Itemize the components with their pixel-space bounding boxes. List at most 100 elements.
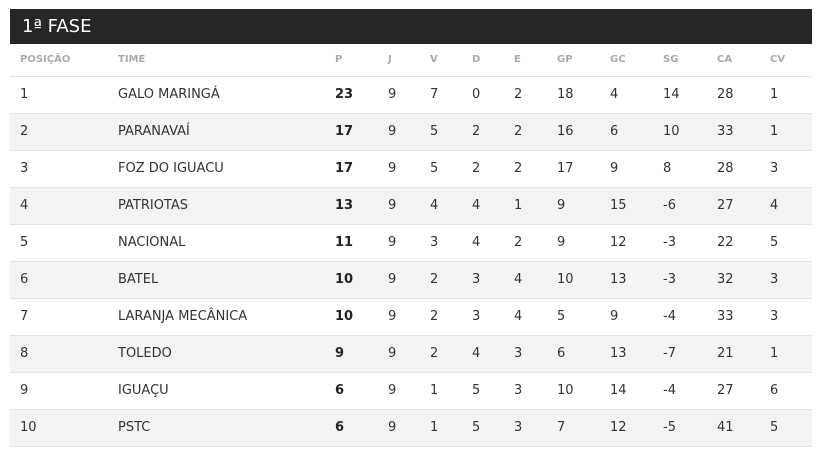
table-cell: -4 [663,383,676,398]
column-header: TIME [118,54,146,65]
table-cell: 5 [770,235,779,250]
table-cell: 11 [335,235,354,250]
table-cell: 1 [430,383,439,398]
table-cell: 12 [610,420,627,435]
table-cell: PARANAVAÍ [118,124,190,139]
table-cell: 2 [514,235,523,250]
table-cell: 10 [663,124,680,139]
table-cell: 4 [472,235,481,250]
table-cell: 4 [514,309,523,324]
table-cell: 3 [514,383,523,398]
table-cell: 5 [430,124,439,139]
table-cell: 6 [557,346,566,361]
table-cell: 3 [770,309,779,324]
table-cell: BATEL [118,272,159,287]
table-cell: 1 [20,87,29,102]
table-cell: NACIONAL [118,235,186,250]
table-cell: 27 [717,198,734,213]
table-cell: 9 [388,198,397,213]
table-cell: 7 [20,309,29,324]
table-cell: 6 [20,272,29,287]
table-cell: IGUAÇU [118,383,169,398]
table-cell: 18 [557,87,574,102]
table-cell: 10 [557,383,574,398]
table-cell: -4 [663,309,676,324]
table-cell: 4 [472,198,481,213]
column-header: V [430,54,438,65]
table-cell: 2 [430,346,439,361]
table-cell: 9 [388,420,397,435]
table-cell: TOLEDO [118,346,172,361]
table-cell: 2 [20,124,29,139]
table-cell: 21 [717,346,734,361]
table-cell: 13 [610,272,627,287]
title-bar: 1ª FASE [10,9,812,44]
table-cell: 41 [717,420,734,435]
table-cell: GALO MARINGÁ [118,87,220,102]
table-cell: 6 [610,124,619,139]
table-cell: -5 [663,420,676,435]
table-cell: 9 [388,383,397,398]
table-cell: 2 [430,309,439,324]
table-cell: FOZ DO IGUACU [118,161,224,176]
table-cell: 9 [388,161,397,176]
table-cell: 10 [335,309,354,324]
table-cell: 5 [472,383,481,398]
table-cell: 2 [514,87,523,102]
table-cell: 1 [770,124,779,139]
table-cell: 5 [770,420,779,435]
table-cell: 5 [430,161,439,176]
table-cell: -6 [663,198,676,213]
title: 1ª FASE [22,16,92,37]
column-header: CA [717,54,733,65]
table-cell: 3 [20,161,29,176]
table-cell: 9 [610,161,619,176]
table-cell: 28 [717,87,734,102]
table-cell: 1 [770,87,779,102]
table-cell: 27 [717,383,734,398]
table-cell: 4 [430,198,439,213]
table-cell: 9 [557,235,566,250]
table-cell: 3 [770,161,779,176]
table-row: 3 FOZ DO IGUACU 17 9 5 2 2 17 9 8 28 3 [10,151,812,188]
header-row: POSIÇÃO TIME P J V D E GP GC SG CA CV [10,44,812,77]
column-header: J [388,54,392,65]
table-row: 2 PARANAVAÍ 17 9 5 2 2 16 6 10 33 1 [10,114,812,151]
table-cell: 6 [335,420,345,435]
table-cell: 9 [388,272,397,287]
table-cell: 2 [514,161,523,176]
table-cell: 7 [557,420,566,435]
table-cell: 1 [514,198,523,213]
table-cell: 2 [430,272,439,287]
table-cell: 15 [610,198,627,213]
table-cell: 8 [663,161,672,176]
table-cell: 9 [20,383,29,398]
table-cell: 2 [472,124,481,139]
column-header: P [335,54,343,65]
table-cell: -3 [663,235,676,250]
table-cell: 9 [610,309,619,324]
table-cell: 13 [610,346,627,361]
table-row: 9 IGUAÇU 6 9 1 5 3 10 14 -4 27 6 [10,373,812,410]
table-cell: 9 [388,235,397,250]
table-cell: 9 [388,124,397,139]
table-cell: 23 [335,87,354,102]
table-cell: 10 [335,272,354,287]
column-header: GP [557,54,573,65]
table-cell: 9 [388,309,397,324]
table-cell: 8 [20,346,29,361]
table-cell: 6 [770,383,779,398]
table-cell: 16 [557,124,574,139]
table-row: 4 PATRIOTAS 13 9 4 4 1 9 15 -6 27 4 [10,188,812,225]
table-cell: 4 [610,87,619,102]
table-cell: PSTC [118,420,151,435]
table-cell: 3 [472,309,481,324]
table-cell: 5 [557,309,566,324]
table-cell: 5 [472,420,481,435]
table-cell: 5 [20,235,29,250]
table-cell: 4 [472,346,481,361]
table-cell: 2 [514,124,523,139]
table-row: 10 PSTC 6 9 1 5 3 7 12 -5 41 5 [10,410,812,447]
table-cell: 10 [557,272,574,287]
